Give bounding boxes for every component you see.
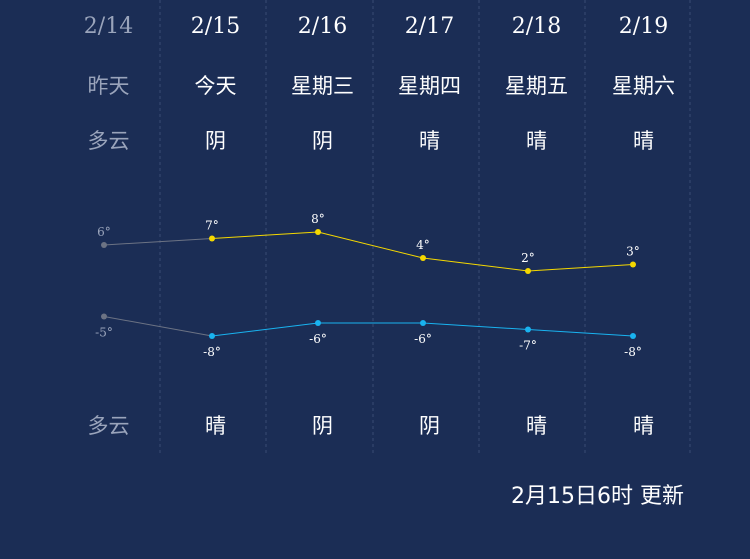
night-weather-label: 多云 (87, 414, 130, 438)
weekday-label: 星期六 (612, 74, 675, 98)
high-temp-label: 8° (311, 212, 325, 226)
day-weather-row: 多云 阴 阴 晴 晴 晴 (55, 125, 697, 155)
weekday-label: 今天 (194, 74, 237, 98)
high-temp-point (315, 229, 321, 235)
high-temp-point (101, 242, 107, 248)
high-temp-label: 7° (205, 219, 219, 233)
day-weather-label: 晴 (633, 129, 654, 153)
night-weather-label: 晴 (205, 414, 226, 438)
high-temp-label: 2° (521, 251, 535, 265)
low-temp-line (527, 329, 634, 337)
high-temp-label: 4° (416, 238, 430, 252)
high-temp-point (630, 261, 636, 268)
date-label: 2/18 (511, 14, 562, 39)
update-time: 2月15日6时 更新 (511, 484, 684, 509)
date-label: 2/15 (190, 14, 241, 39)
date-row: 2/14 2/15 2/16 2/17 2/18 2/19 (55, 14, 697, 46)
night-weather-label: 晴 (526, 414, 547, 438)
low-temp-line (103, 316, 213, 337)
low-temp-point (101, 313, 107, 320)
high-temp-point (420, 255, 426, 261)
weekday-label: 星期四 (398, 74, 461, 98)
low-temp-label: -6° (414, 332, 432, 346)
night-weather-label: 晴 (633, 414, 654, 438)
low-temp-label: -5° (95, 326, 113, 340)
day-weather-label: 晴 (526, 129, 547, 153)
low-temp-label: -6° (309, 332, 327, 346)
high-temp-label: 3° (626, 245, 640, 259)
day-weather-label: 晴 (419, 129, 440, 153)
night-weather-label: 阴 (312, 414, 333, 438)
high-temp-line (527, 264, 634, 272)
low-temp-point (315, 320, 321, 326)
date-label: 2/19 (618, 14, 669, 39)
weekday-label: 星期三 (291, 74, 354, 98)
weekday-label: 昨天 (87, 74, 130, 98)
high-temp-line (211, 231, 319, 239)
day-weather-label: 多云 (87, 129, 130, 153)
high-temp-line (422, 257, 529, 272)
low-temp-point (525, 326, 531, 333)
high-temp-line (103, 238, 213, 246)
low-temp-label: -8° (203, 345, 221, 359)
high-temp-label: 6° (97, 225, 111, 239)
night-weather-row: 多云 晴 阴 阴 晴 晴 (55, 410, 697, 440)
high-temp-point (209, 235, 215, 242)
day-weather-label: 阴 (312, 129, 333, 153)
date-label: 2/16 (297, 14, 348, 39)
low-temp-point (630, 333, 636, 339)
low-temp-line (422, 322, 529, 330)
low-temp-label: -8° (624, 345, 642, 359)
day-weather-label: 阴 (205, 129, 226, 153)
low-temp-point (209, 333, 215, 339)
night-weather-label: 阴 (419, 414, 440, 438)
date-label: 2/14 (83, 14, 134, 39)
date-label: 2/17 (404, 14, 455, 39)
low-temp-label: -7° (519, 339, 537, 353)
low-temp-point (420, 320, 426, 326)
weekday-label: 星期五 (505, 74, 568, 98)
low-temp-line (211, 322, 319, 337)
weekday-row: 昨天 今天 星期三 星期四 星期五 星期六 (55, 70, 697, 100)
high-temp-point (525, 268, 531, 274)
high-temp-line (317, 231, 424, 259)
